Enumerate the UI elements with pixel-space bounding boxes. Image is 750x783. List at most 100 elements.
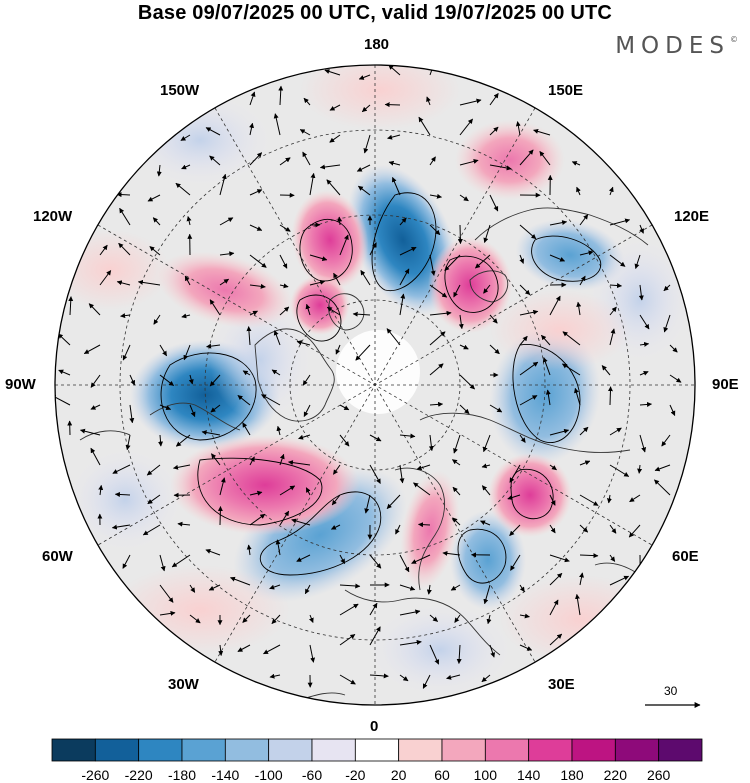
wind-vector bbox=[482, 434, 491, 453]
wind-vector bbox=[413, 482, 431, 496]
wind-vector bbox=[669, 374, 682, 383]
wind-vector bbox=[279, 485, 296, 496]
wind-vector bbox=[639, 401, 652, 407]
wind-vector bbox=[663, 284, 671, 292]
wind-vector bbox=[549, 554, 570, 563]
wind-vector bbox=[507, 494, 521, 500]
wind-vector bbox=[549, 464, 557, 471]
wind-vector bbox=[453, 434, 461, 454]
wind-vector bbox=[201, 430, 221, 436]
wind-vector bbox=[609, 464, 630, 477]
wind-vector bbox=[98, 484, 104, 496]
wind-vector bbox=[609, 427, 622, 436]
wind-vector bbox=[519, 584, 525, 593]
reference-vector-label: 30 bbox=[664, 684, 678, 698]
wind-vector bbox=[159, 554, 166, 572]
wind-vector bbox=[579, 524, 589, 533]
wind-vector bbox=[188, 374, 194, 385]
wind-vector bbox=[90, 404, 101, 410]
wind-vector bbox=[304, 584, 311, 595]
colorbar-swatch bbox=[268, 738, 313, 762]
wind-vector bbox=[481, 674, 491, 683]
wind-vector bbox=[279, 306, 290, 316]
wind-vector bbox=[429, 644, 440, 665]
wind-vector bbox=[446, 674, 461, 680]
wind-vector bbox=[298, 434, 311, 440]
wind-vector bbox=[426, 96, 431, 106]
wind-vector bbox=[458, 314, 464, 330]
colorbar-tick-label: -20 bbox=[345, 767, 366, 783]
wind-vector bbox=[129, 404, 135, 424]
wind-vector bbox=[90, 447, 101, 466]
colorbar-tick-label: -260 bbox=[81, 767, 110, 783]
wind-vector bbox=[339, 603, 359, 616]
wind-vector bbox=[210, 404, 221, 413]
wind-vector bbox=[454, 614, 461, 623]
wind-vector bbox=[273, 113, 281, 136]
colorbar-tick-label: -60 bbox=[301, 767, 323, 783]
wind-vector bbox=[152, 217, 161, 226]
wind-vector bbox=[249, 189, 263, 196]
wind-vector bbox=[83, 344, 101, 355]
wind-vector bbox=[111, 524, 131, 530]
wind-vector bbox=[609, 254, 626, 267]
wind-vector bbox=[302, 374, 311, 386]
wind-vector bbox=[388, 160, 401, 166]
wind-vector bbox=[363, 134, 371, 154]
wind-vector bbox=[356, 164, 371, 172]
wind-vector bbox=[509, 524, 521, 536]
wind-vector bbox=[429, 310, 452, 316]
wind-vector bbox=[609, 283, 622, 289]
wind-vector bbox=[399, 246, 417, 256]
wind-vector bbox=[481, 463, 491, 469]
colorbar-swatch bbox=[51, 738, 96, 762]
wind-vector bbox=[147, 494, 161, 505]
wind-vector bbox=[562, 331, 581, 346]
wind-vector bbox=[628, 524, 641, 538]
wind-vector bbox=[153, 314, 161, 325]
wind-vector bbox=[339, 434, 350, 447]
wind-vector bbox=[329, 134, 341, 143]
wind-vector bbox=[242, 370, 251, 376]
wind-vector bbox=[159, 374, 174, 386]
wind-vector bbox=[549, 220, 568, 226]
wind-vector bbox=[219, 278, 230, 286]
wind-vector bbox=[579, 214, 589, 226]
wind-vector bbox=[519, 254, 525, 264]
wind-vector bbox=[459, 159, 479, 166]
anomaly-blob bbox=[170, 435, 360, 535]
anomaly-blob bbox=[70, 450, 180, 550]
wind-vector bbox=[609, 328, 616, 346]
wind-vector bbox=[637, 464, 643, 474]
anomaly-blob bbox=[156, 251, 294, 329]
wind-vector bbox=[189, 584, 196, 593]
wind-vector bbox=[459, 118, 473, 136]
wind-vector bbox=[309, 614, 314, 623]
wind-vector bbox=[399, 609, 421, 616]
lon-label-30e: 30E bbox=[548, 676, 575, 693]
wind-vector bbox=[137, 279, 161, 286]
wind-vector bbox=[339, 554, 346, 565]
wind-vector bbox=[288, 460, 311, 466]
wind-vector bbox=[638, 284, 644, 301]
wind-vector bbox=[217, 506, 223, 526]
wind-vector bbox=[173, 464, 191, 470]
wind-vector bbox=[399, 464, 405, 484]
wind-vector bbox=[269, 584, 281, 590]
wind-vector bbox=[369, 242, 377, 256]
wind-vector bbox=[309, 279, 326, 286]
wind-vector bbox=[149, 246, 161, 256]
wind-vector bbox=[120, 313, 131, 319]
wind-vector bbox=[122, 344, 131, 361]
wind-vector bbox=[533, 128, 551, 136]
wind-vector bbox=[609, 524, 617, 534]
wind-vector bbox=[399, 433, 416, 439]
wind-vector bbox=[211, 453, 221, 466]
wind-vector bbox=[519, 224, 537, 240]
wind-vector bbox=[426, 584, 432, 595]
wind-vector bbox=[579, 275, 586, 286]
colorbar-tick-label: -140 bbox=[211, 767, 240, 783]
wind-vector bbox=[519, 284, 531, 296]
wind-vector bbox=[519, 335, 528, 346]
wind-vector bbox=[422, 674, 431, 689]
